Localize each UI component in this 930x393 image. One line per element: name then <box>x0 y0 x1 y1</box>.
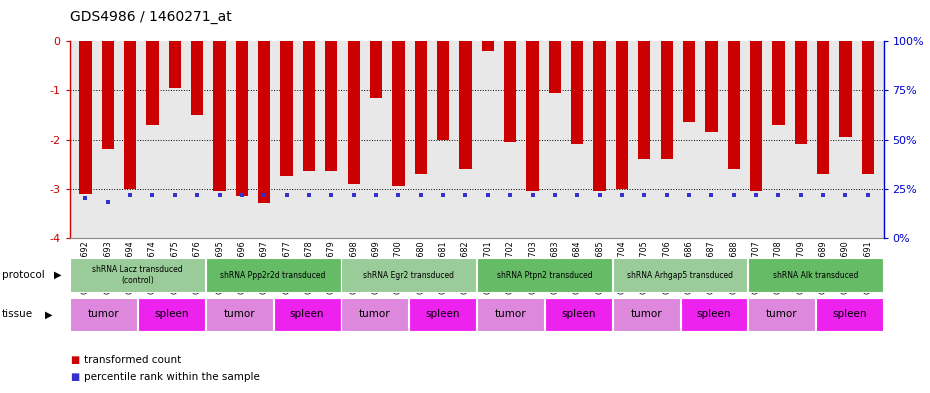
Bar <box>817 41 830 174</box>
Text: spleen: spleen <box>697 309 731 320</box>
Text: spleen: spleen <box>832 309 867 320</box>
Text: ■: ■ <box>70 354 79 365</box>
Text: shRNA Egr2 transduced: shRNA Egr2 transduced <box>364 271 455 279</box>
Bar <box>138 298 205 331</box>
Bar <box>124 41 137 189</box>
Text: tissue: tissue <box>2 309 33 320</box>
Text: spleen: spleen <box>561 309 595 320</box>
Bar <box>526 41 538 191</box>
Bar <box>840 41 852 137</box>
Bar <box>616 41 628 189</box>
Bar <box>638 41 650 159</box>
Bar <box>437 41 449 140</box>
Text: tumor: tumor <box>223 309 255 320</box>
Bar <box>341 298 408 331</box>
Text: ■: ■ <box>70 372 79 382</box>
Text: tumor: tumor <box>766 309 798 320</box>
Text: percentile rank within the sample: percentile rank within the sample <box>84 372 259 382</box>
Bar <box>392 41 405 186</box>
Text: shRNA Arhgap5 transduced: shRNA Arhgap5 transduced <box>627 271 733 279</box>
Bar <box>727 41 740 169</box>
Bar <box>235 41 248 196</box>
Bar <box>477 259 612 292</box>
Bar <box>549 41 561 93</box>
Bar <box>146 41 159 125</box>
Bar <box>571 41 583 144</box>
Text: tumor: tumor <box>495 309 526 320</box>
Text: tumor: tumor <box>631 309 662 320</box>
Bar <box>750 41 763 191</box>
Text: shRNA Lacz transduced
(control): shRNA Lacz transduced (control) <box>92 265 183 285</box>
Text: protocol: protocol <box>2 270 45 280</box>
Text: shRNA Ppp2r2d transduced: shRNA Ppp2r2d transduced <box>220 271 326 279</box>
Bar <box>660 41 672 159</box>
Text: shRNA Ptpn2 transduced: shRNA Ptpn2 transduced <box>497 271 592 279</box>
Bar <box>681 298 748 331</box>
Text: spleen: spleen <box>425 309 460 320</box>
Bar <box>281 41 293 176</box>
Text: spleen: spleen <box>154 309 189 320</box>
Bar <box>862 41 874 174</box>
Bar <box>79 41 91 193</box>
Bar <box>749 259 884 292</box>
Bar <box>213 41 226 191</box>
Bar <box>772 41 785 125</box>
Text: tumor: tumor <box>359 309 391 320</box>
Bar <box>70 298 137 331</box>
Bar <box>191 41 204 115</box>
Bar <box>705 41 718 132</box>
Bar <box>303 41 315 171</box>
Bar <box>749 298 816 331</box>
Bar <box>459 41 472 169</box>
Text: GDS4986 / 1460271_at: GDS4986 / 1460271_at <box>70 10 232 24</box>
Bar <box>206 259 340 292</box>
Bar <box>273 298 340 331</box>
Bar <box>613 298 680 331</box>
Bar <box>817 298 883 331</box>
Text: spleen: spleen <box>290 309 325 320</box>
Bar <box>482 41 494 51</box>
Bar <box>683 41 695 122</box>
Bar <box>409 298 476 331</box>
Bar <box>341 259 476 292</box>
Bar <box>504 41 516 142</box>
Bar <box>101 41 113 149</box>
Bar <box>348 41 360 184</box>
Text: ▶: ▶ <box>54 270 61 280</box>
Bar <box>370 41 382 98</box>
Bar <box>545 298 612 331</box>
Bar <box>70 259 205 292</box>
Text: transformed count: transformed count <box>84 354 181 365</box>
Bar <box>206 298 272 331</box>
Bar <box>477 298 544 331</box>
Bar <box>593 41 605 191</box>
Bar <box>168 41 181 88</box>
Text: shRNA Alk transduced: shRNA Alk transduced <box>773 271 858 279</box>
Bar <box>326 41 338 171</box>
Text: ▶: ▶ <box>45 309 52 320</box>
Text: tumor: tumor <box>87 309 119 320</box>
Bar <box>794 41 807 144</box>
Bar <box>259 41 271 203</box>
Bar <box>415 41 427 174</box>
Bar <box>613 259 748 292</box>
